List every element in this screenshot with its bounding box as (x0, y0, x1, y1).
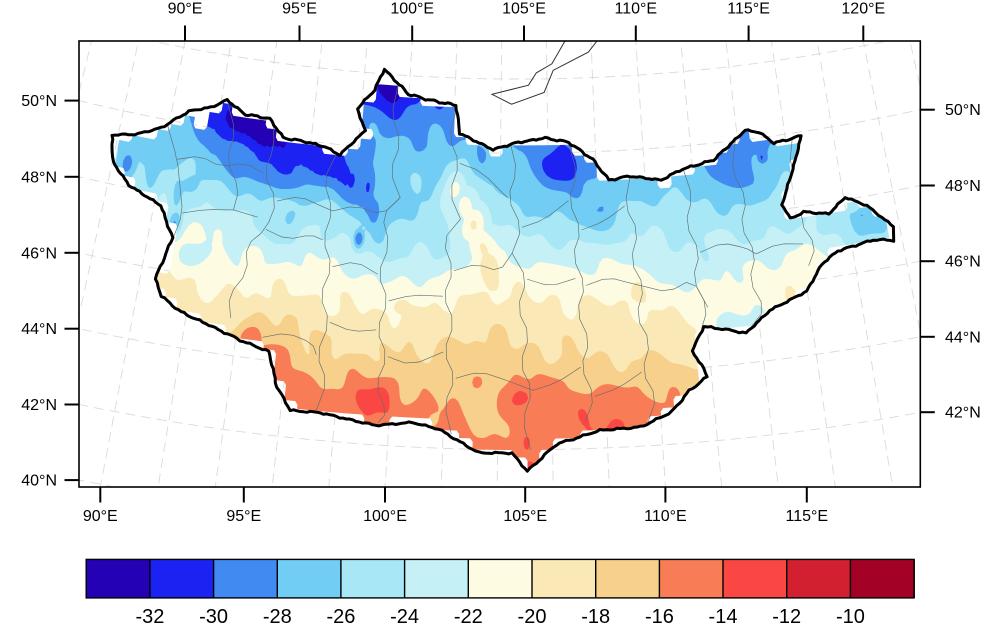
svg-text:-12: -12 (772, 606, 801, 628)
svg-text:42°N: 42°N (21, 397, 57, 414)
svg-text:48°N: 48°N (945, 178, 981, 195)
svg-text:46°N: 46°N (21, 245, 57, 262)
svg-text:100°E: 100°E (390, 1, 434, 18)
svg-text:-16: -16 (645, 606, 674, 628)
svg-text:90°E: 90°E (168, 1, 203, 18)
svg-text:110°E: 110°E (644, 508, 687, 525)
svg-text:90°E: 90°E (83, 508, 118, 525)
svg-text:-20: -20 (518, 606, 547, 628)
svg-text:110°E: 110°E (615, 1, 658, 18)
svg-text:-22: -22 (454, 606, 483, 628)
svg-text:-24: -24 (390, 606, 419, 628)
svg-text:46°N: 46°N (945, 254, 981, 271)
svg-text:44°N: 44°N (945, 329, 981, 346)
svg-text:115°E: 115°E (727, 1, 770, 18)
svg-text:-32: -32 (135, 606, 164, 628)
svg-text:100°E: 100°E (363, 508, 407, 525)
svg-text:-28: -28 (263, 606, 292, 628)
svg-text:-10: -10 (836, 606, 865, 628)
svg-text:115°E: 115°E (786, 508, 829, 525)
svg-text:42°N: 42°N (945, 405, 981, 422)
svg-text:50°N: 50°N (945, 102, 981, 119)
svg-text:-30: -30 (199, 606, 228, 628)
svg-text:-18: -18 (581, 606, 610, 628)
svg-text:40°N: 40°N (21, 473, 57, 490)
svg-text:95°E: 95°E (226, 508, 261, 525)
svg-text:120°E: 120°E (841, 1, 885, 18)
svg-text:44°N: 44°N (21, 321, 57, 338)
svg-text:95°E: 95°E (282, 1, 317, 18)
svg-text:48°N: 48°N (21, 169, 57, 186)
svg-text:-14: -14 (709, 606, 738, 628)
svg-text:105°E: 105°E (503, 508, 547, 525)
svg-text:105°E: 105°E (502, 1, 546, 18)
svg-text:-26: -26 (326, 606, 355, 628)
svg-text:50°N: 50°N (21, 93, 57, 110)
